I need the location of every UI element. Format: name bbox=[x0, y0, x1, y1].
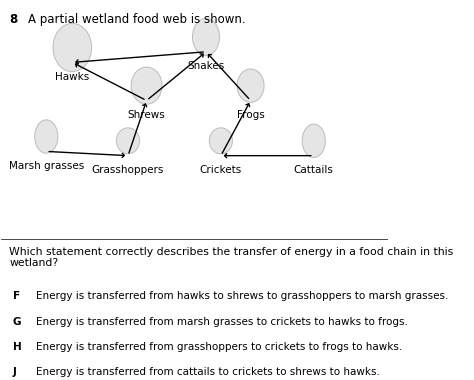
Ellipse shape bbox=[117, 128, 140, 154]
Text: Marsh grasses: Marsh grasses bbox=[9, 161, 84, 171]
Text: J: J bbox=[13, 367, 17, 377]
Ellipse shape bbox=[35, 120, 58, 153]
Text: Energy is transferred from hawks to shrews to grasshoppers to marsh grasses.: Energy is transferred from hawks to shre… bbox=[36, 291, 448, 301]
Text: Crickets: Crickets bbox=[200, 165, 242, 175]
Ellipse shape bbox=[302, 124, 325, 158]
Text: Grasshoppers: Grasshoppers bbox=[92, 165, 164, 175]
Text: Energy is transferred from marsh grasses to crickets to hawks to frogs.: Energy is transferred from marsh grasses… bbox=[36, 317, 408, 327]
Text: Which statement correctly describes the transfer of energy in a food chain in th: Which statement correctly describes the … bbox=[9, 247, 453, 268]
Ellipse shape bbox=[237, 69, 264, 102]
Text: G: G bbox=[13, 317, 21, 327]
Text: Frogs: Frogs bbox=[237, 110, 264, 120]
Ellipse shape bbox=[131, 67, 162, 104]
Text: Cattails: Cattails bbox=[294, 165, 334, 175]
Ellipse shape bbox=[53, 23, 91, 72]
Text: Hawks: Hawks bbox=[55, 72, 90, 82]
Text: 8: 8 bbox=[9, 13, 18, 25]
Text: Shrews: Shrews bbox=[128, 110, 165, 120]
Ellipse shape bbox=[192, 18, 219, 55]
Ellipse shape bbox=[210, 128, 232, 154]
Text: F: F bbox=[13, 291, 20, 301]
Text: A partial wetland food web is shown.: A partial wetland food web is shown. bbox=[28, 13, 246, 25]
Text: Snakes: Snakes bbox=[187, 61, 225, 71]
Text: Energy is transferred from cattails to crickets to shrews to hawks.: Energy is transferred from cattails to c… bbox=[36, 367, 380, 377]
Text: Energy is transferred from grasshoppers to crickets to frogs to hawks.: Energy is transferred from grasshoppers … bbox=[36, 342, 402, 352]
Text: H: H bbox=[13, 342, 22, 352]
